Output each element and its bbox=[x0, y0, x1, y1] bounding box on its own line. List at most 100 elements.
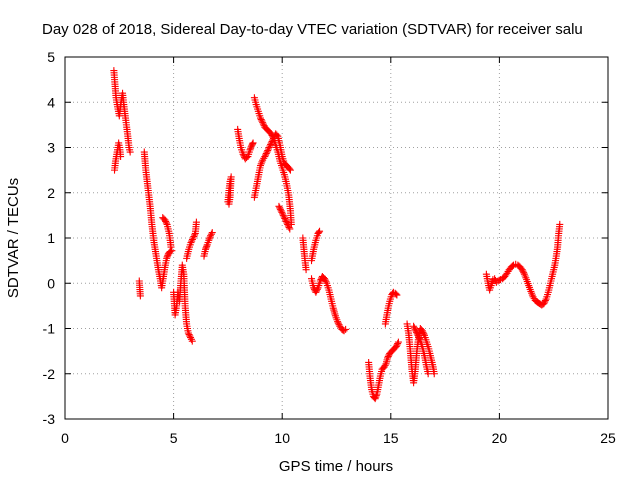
data-point bbox=[541, 297, 549, 305]
data-point bbox=[278, 208, 286, 216]
data-point bbox=[166, 248, 174, 256]
data-point bbox=[392, 343, 400, 351]
y-tick-label: -3 bbox=[43, 411, 56, 427]
data-point bbox=[264, 147, 272, 155]
data-point bbox=[393, 291, 401, 299]
x-tick-label: 5 bbox=[170, 430, 178, 446]
x-tick-label: 20 bbox=[492, 430, 508, 446]
data-point bbox=[126, 148, 134, 156]
data-point bbox=[206, 233, 214, 241]
data-point bbox=[381, 361, 389, 369]
data-point bbox=[313, 285, 321, 293]
data-point bbox=[205, 236, 213, 244]
data-point bbox=[393, 341, 401, 349]
data-point bbox=[541, 298, 549, 306]
data-point bbox=[161, 216, 169, 224]
data-point bbox=[266, 142, 274, 150]
data-point bbox=[249, 139, 257, 147]
data-point bbox=[262, 150, 270, 158]
data-point bbox=[259, 120, 267, 128]
data-point bbox=[203, 242, 211, 250]
data-point bbox=[282, 217, 290, 225]
data-point bbox=[413, 328, 421, 336]
data-point bbox=[262, 151, 270, 159]
data-point bbox=[418, 327, 426, 335]
data-point bbox=[410, 322, 418, 330]
data-point bbox=[430, 370, 438, 378]
data-point bbox=[384, 352, 392, 360]
data-point bbox=[380, 363, 388, 371]
data-point bbox=[372, 392, 380, 400]
data-point bbox=[207, 230, 215, 238]
data-point bbox=[248, 140, 256, 148]
data-point bbox=[208, 229, 216, 237]
data-point bbox=[117, 153, 125, 161]
data-point bbox=[281, 214, 289, 222]
y-axis-label: SDTVAR / TECUs bbox=[5, 178, 22, 298]
data-point bbox=[321, 275, 329, 283]
data-point bbox=[424, 370, 432, 378]
data-point bbox=[279, 210, 287, 218]
data-point bbox=[281, 216, 289, 224]
data-point bbox=[277, 207, 285, 215]
data-point bbox=[394, 340, 402, 348]
data-point bbox=[322, 278, 330, 286]
data-point bbox=[284, 220, 292, 228]
data-point bbox=[188, 237, 196, 245]
data-point bbox=[257, 116, 265, 124]
data-point bbox=[268, 137, 276, 145]
data-point bbox=[321, 276, 329, 284]
data-point bbox=[411, 325, 419, 333]
data-point bbox=[556, 220, 564, 228]
data-point bbox=[259, 119, 267, 127]
data-point bbox=[276, 204, 284, 212]
data-point bbox=[280, 213, 288, 221]
data-point bbox=[162, 219, 170, 227]
data-point bbox=[316, 227, 324, 235]
data-point bbox=[247, 144, 255, 152]
data-point bbox=[334, 318, 342, 326]
grid-lines bbox=[65, 57, 608, 419]
data-point bbox=[273, 131, 281, 139]
data-point bbox=[286, 165, 294, 173]
data-point bbox=[264, 145, 272, 153]
axis-ticks: 0 5 10 15 20 25 -3 -2 -1 0 1 2 3 4 5 bbox=[43, 49, 616, 446]
x-tick-label: 10 bbox=[274, 430, 290, 446]
data-point bbox=[420, 330, 428, 338]
data-point bbox=[225, 200, 233, 208]
data-point bbox=[520, 269, 528, 277]
data-point bbox=[286, 225, 294, 233]
data-point bbox=[207, 232, 215, 240]
data-point bbox=[410, 324, 418, 332]
y-tick-label: 4 bbox=[47, 94, 55, 110]
data-point bbox=[518, 266, 526, 274]
data-point bbox=[316, 277, 324, 285]
data-point bbox=[269, 136, 277, 144]
data-point bbox=[334, 319, 342, 327]
data-point bbox=[283, 219, 291, 227]
data-point bbox=[394, 338, 402, 346]
data-point bbox=[191, 231, 199, 239]
data-point bbox=[188, 337, 196, 345]
data-point bbox=[267, 140, 275, 148]
y-tick-label: 2 bbox=[47, 185, 55, 201]
x-tick-label: 15 bbox=[383, 430, 399, 446]
data-point bbox=[192, 218, 200, 226]
data-point bbox=[265, 144, 273, 151]
data-point bbox=[519, 267, 527, 275]
data-point bbox=[163, 253, 171, 261]
data-point bbox=[415, 333, 423, 341]
data-point bbox=[261, 153, 269, 161]
data-point bbox=[188, 236, 196, 244]
data-point bbox=[340, 327, 348, 335]
x-tick-label: 25 bbox=[600, 430, 616, 446]
y-tick-label: -2 bbox=[43, 366, 56, 382]
data-point bbox=[412, 327, 420, 335]
x-axis-label: GPS time / hours bbox=[279, 458, 393, 475]
data-point bbox=[415, 334, 423, 342]
data-point bbox=[246, 146, 254, 154]
data-markers bbox=[110, 67, 564, 403]
data-point bbox=[392, 290, 400, 298]
chart-title: Day 028 of 2018, Sidereal Day-to-day VTE… bbox=[42, 21, 583, 38]
